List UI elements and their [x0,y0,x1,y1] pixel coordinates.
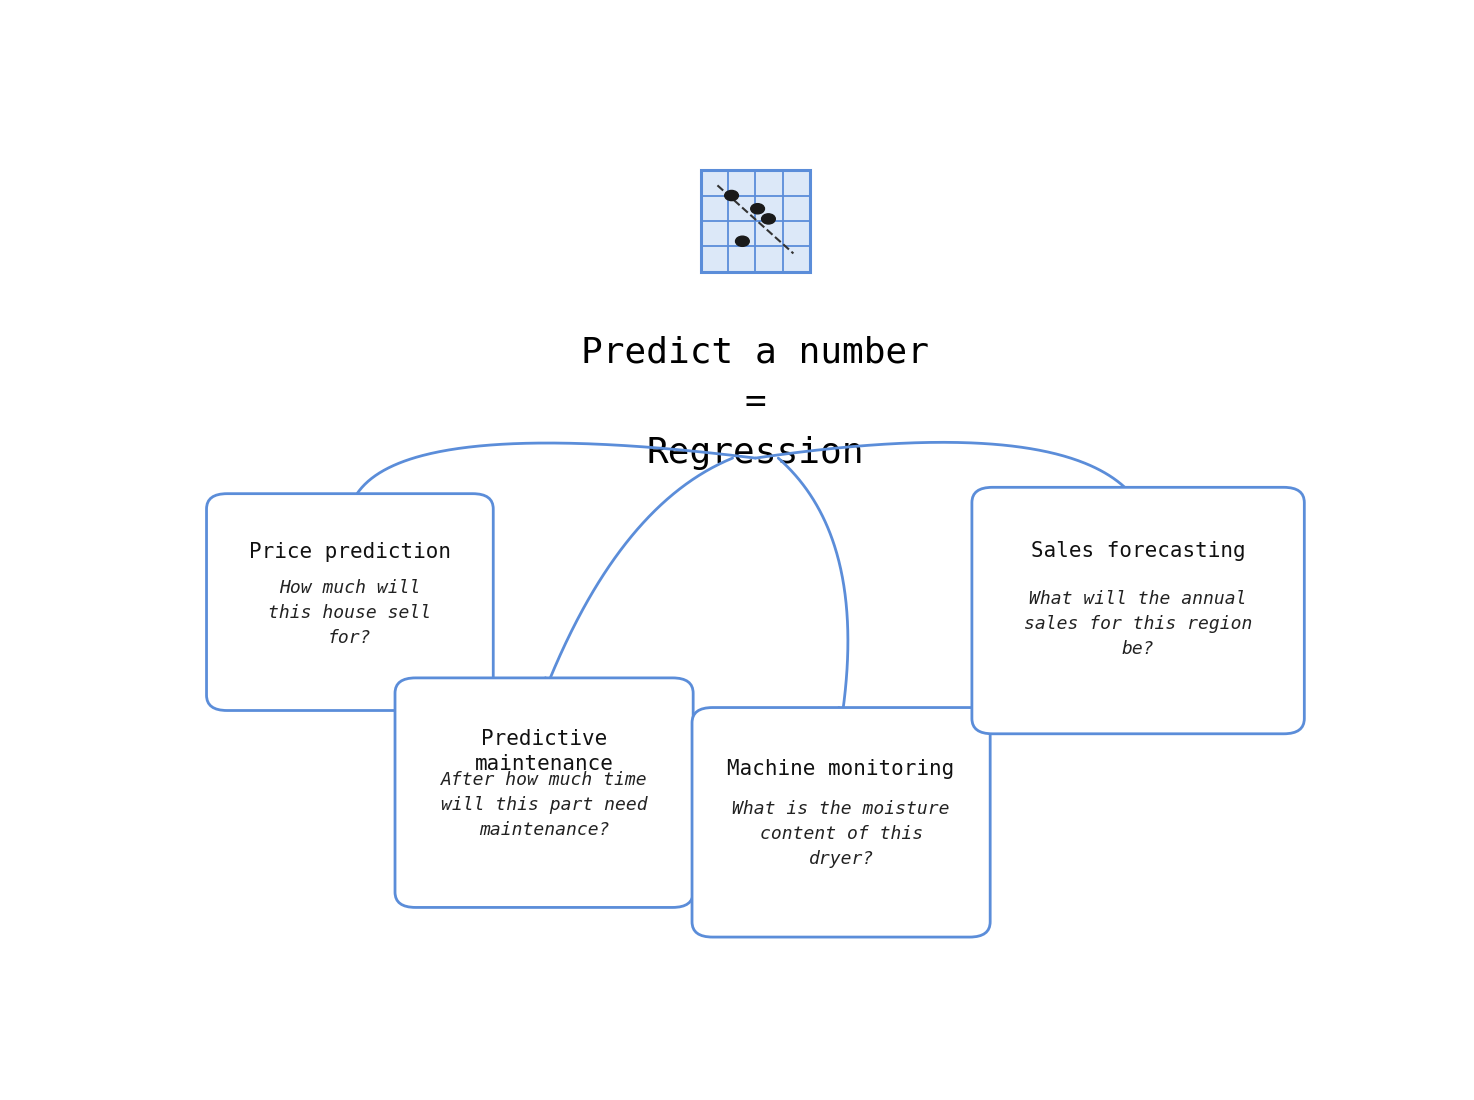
Circle shape [762,213,775,224]
Text: What is the moisture
content of this
dryer?: What is the moisture content of this dry… [733,800,949,868]
Text: After how much time
will this part need
maintenance?: After how much time will this part need … [441,771,647,838]
Text: Predict a number
=
Regression: Predict a number = Regression [581,336,930,470]
Circle shape [725,190,738,200]
Circle shape [736,236,749,246]
FancyBboxPatch shape [395,678,693,908]
FancyBboxPatch shape [206,494,494,711]
Text: Sales forecasting: Sales forecasting [1030,541,1246,561]
Text: Predictive
maintenance: Predictive maintenance [475,729,613,773]
FancyBboxPatch shape [971,487,1304,734]
FancyBboxPatch shape [691,707,991,937]
Text: Machine monitoring: Machine monitoring [728,759,955,779]
Text: How much will
this house sell
for?: How much will this house sell for? [268,580,432,647]
FancyBboxPatch shape [702,170,809,272]
Circle shape [750,204,765,213]
Text: Price prediction: Price prediction [249,542,451,562]
Text: What will the annual
sales for this region
be?: What will the annual sales for this regi… [1024,590,1253,658]
